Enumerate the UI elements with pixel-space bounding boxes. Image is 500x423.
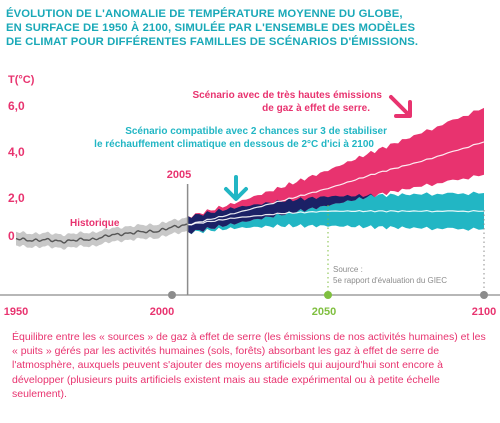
y-tick-label: 6,0	[8, 99, 25, 113]
band-layer	[16, 107, 484, 250]
line-layer	[15, 141, 485, 244]
x-tick-labels: 1950 2000 2050 2100	[4, 306, 496, 318]
y-axis-label: T(°C)	[8, 74, 35, 86]
x-tick-dot-2050	[324, 291, 332, 299]
x-tick-label: 1950	[4, 306, 28, 318]
low-scenario-label: Scénario compatible avec 2 chances sur 3…	[94, 126, 387, 150]
title-line: ÉVOLUTION DE L'ANOMALIE DE TEMPÉRATURE M…	[6, 8, 403, 20]
low-scenario-label-line: le réchauffement climatique en dessous d…	[94, 139, 374, 150]
marker-2005-label: 2005	[167, 169, 191, 181]
x-tick-label: 2000	[150, 306, 174, 318]
y-tick-label: 0	[8, 229, 15, 243]
x-tick-dot-2000	[168, 291, 176, 299]
low-scenario-band	[187, 191, 484, 235]
high-scenario-label-line: Scénario avec de très hautes émissions	[192, 90, 382, 101]
chart-title: ÉVOLUTION DE L'ANOMALIE DE TEMPÉRATURE M…	[6, 7, 496, 49]
high-scenario-label: Scénario avec de très hautes émissions d…	[192, 90, 382, 114]
y-tick-label: 2,0	[8, 191, 25, 205]
low-scenario-label-line: Scénario compatible avec 2 chances sur 3…	[125, 126, 387, 137]
high-scenario-label-line: de gaz à effet de serre.	[262, 103, 370, 114]
x-tick-label: 2050	[312, 306, 336, 318]
y-tick-label: 4,0	[8, 145, 25, 159]
y-tick-labels: 6,0 4,0 2,0 0	[8, 99, 25, 243]
footer-text: Équilibre entre les « sources » de gaz à…	[12, 331, 486, 400]
temperature-chart: T(°C) 6,0 4,0 2,0 0 1950 2000 2050 2100 …	[0, 74, 500, 318]
source-note-line: 5e rapport d'évaluation du GIEC	[333, 276, 447, 285]
source-note: Source : 5e rapport d'évaluation du GIEC	[333, 265, 447, 285]
cyan-down-arrow-icon	[224, 175, 248, 201]
low-scenario-mean-line	[187, 209, 485, 226]
title-line: EN SURFACE DE 1950 À 2100, SIMULÉE PAR L…	[6, 22, 416, 34]
x-tick-dot-2100	[480, 291, 488, 299]
high-scenario-band	[187, 107, 484, 234]
historical-label: Historique	[70, 218, 120, 229]
historical-line	[15, 223, 188, 244]
axis-layer	[0, 184, 500, 299]
x-tick-label: 2100	[472, 306, 496, 318]
title-line: DE CLIMAT POUR DIFFÉRENTES FAMILLES DE S…	[6, 36, 419, 48]
high-scenario-mean-line	[187, 141, 485, 226]
pink-down-right-arrow-icon	[389, 95, 412, 118]
historical-band	[16, 217, 188, 250]
source-note-line: Source :	[333, 265, 363, 274]
